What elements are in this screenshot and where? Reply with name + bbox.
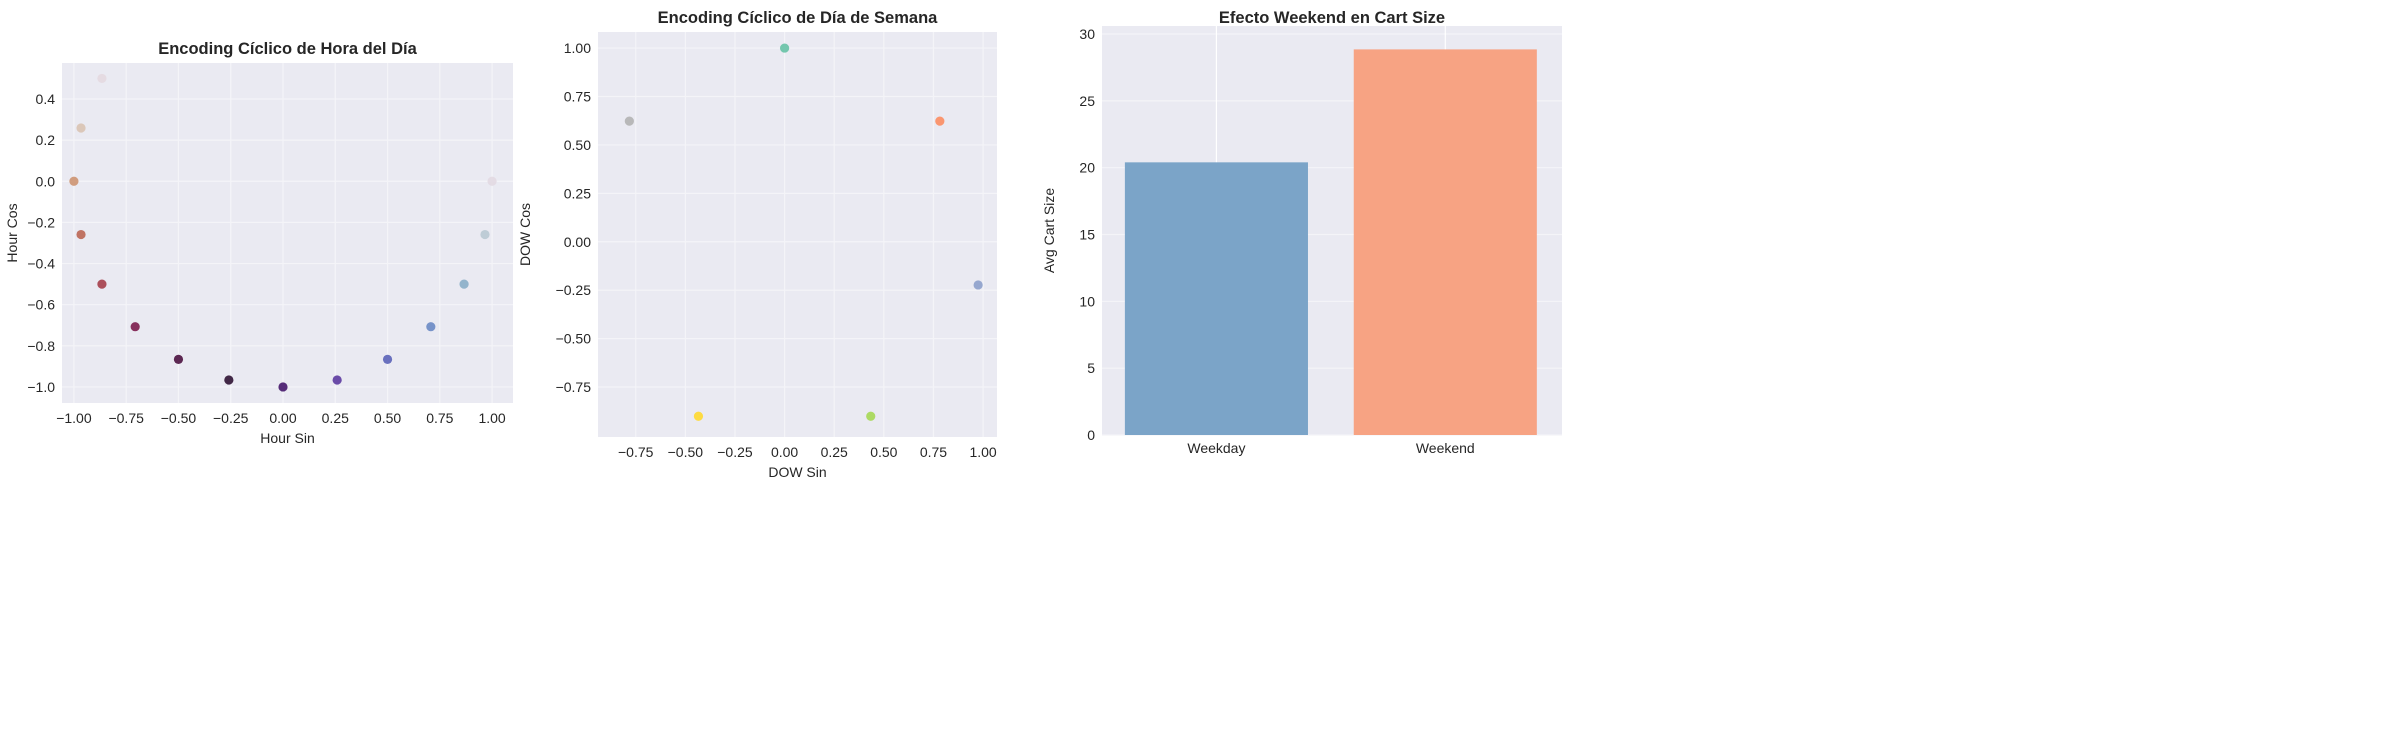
x-tick-label: −0.25 [213,410,249,426]
y-tick-label: −1.0 [27,379,55,395]
bar-weekend [1353,49,1537,435]
x-tick-label: 0.00 [269,410,296,426]
data-point [332,375,342,385]
y-axis-label: DOW Cos [517,203,533,266]
chart-title: Encoding Cíclico de Hora del Día [158,40,417,58]
data-point [973,280,983,290]
bar-weekday [1124,162,1308,436]
x-tick-label: 0.50 [374,410,401,426]
y-tick-label: 30 [1079,26,1095,42]
x-tick-label: Weekday [1187,440,1245,456]
x-tick-label: Weekend [1416,440,1475,456]
y-tick-label: 10 [1079,293,1095,309]
y-tick-label: 5 [1087,360,1095,376]
x-tick-label: 0.50 [870,444,897,460]
chart-3: 0 5 10 15 20 25 30 Weekday Weekend Efecto Weekend… [1041,9,1562,456]
y-tick-label: −0.8 [27,338,55,354]
y-axis-label: Avg Cart Size [1041,188,1057,274]
data-point [76,229,86,240]
x-tick-label: 0.25 [821,444,848,460]
chart-title: Efecto Weekend en Cart Size [1219,9,1445,27]
x-tick-label: −0.50 [161,410,197,426]
chart-title: Encoding Cíclico de Día de Semana [658,9,938,27]
data-point [866,411,876,421]
x-tick-label: −0.75 [618,444,654,460]
data-point [97,279,107,289]
y-tick-label: 0.4 [36,91,56,107]
y-tick-label: 25 [1079,93,1095,109]
x-tick-label: −0.25 [717,444,753,460]
data-point [480,229,490,240]
y-tick-label: 20 [1079,160,1095,176]
x-tick-label: 1.00 [478,410,505,426]
y-tick-label: 15 [1079,227,1095,243]
data-point [224,375,234,385]
x-tick-label: 0.75 [920,444,947,460]
y-tick-label: 0 [1087,427,1095,443]
y-tick-label: −0.2 [27,214,55,230]
data-point [487,176,497,186]
data-point [173,354,184,364]
data-point [69,176,79,186]
y-tick-label: −0.50 [556,331,592,347]
x-tick-label: 0.75 [426,410,453,426]
y-tick-label: 0.2 [36,132,56,148]
data-point [76,123,86,133]
y-tick-label: 0.50 [564,137,591,153]
plot-area [598,32,997,437]
y-tick-label: 0.0 [36,173,56,189]
x-tick-label: −1.00 [56,410,92,426]
chart-1: −1.0 −0.8 −0.6 −0.4 −0.2 0.0 0.2 0.4 −1.00 −0.75 −… [4,40,513,446]
data-point [624,116,634,126]
x-tick-label: −0.50 [668,444,704,460]
data-point [693,411,704,421]
y-axis-label: Hour Cos [4,203,20,262]
x-tick-label: 0.25 [322,410,349,426]
data-point [382,354,393,364]
data-point [130,322,140,332]
data-point [426,322,436,332]
data-point [97,73,107,84]
x-axis-label: Hour Sin [260,430,314,446]
data-point [278,382,288,392]
y-tick-label: −0.75 [556,379,592,395]
y-tick-label: 1.00 [564,40,591,56]
x-tick-label: 1.00 [969,444,996,460]
y-tick-label: −0.6 [27,297,55,313]
y-tick-label: 0.25 [564,185,591,201]
y-tick-label: −0.4 [27,256,55,272]
x-tick-label: −0.75 [108,410,144,426]
data-point [935,116,945,126]
y-tick-label: 0.75 [564,88,591,104]
y-tick-label: −0.25 [556,282,592,298]
data-point [779,43,790,53]
x-tick-label: 0.00 [771,444,798,460]
chart-2: −0.75 −0.50 −0.25 0.00 0.25 0.50 0.75 1.00 −0.75… [517,9,997,480]
plot-area [62,63,513,403]
data-point [459,279,469,289]
y-tick-label: 0.00 [564,234,591,250]
x-axis-label: DOW Sin [768,464,826,480]
